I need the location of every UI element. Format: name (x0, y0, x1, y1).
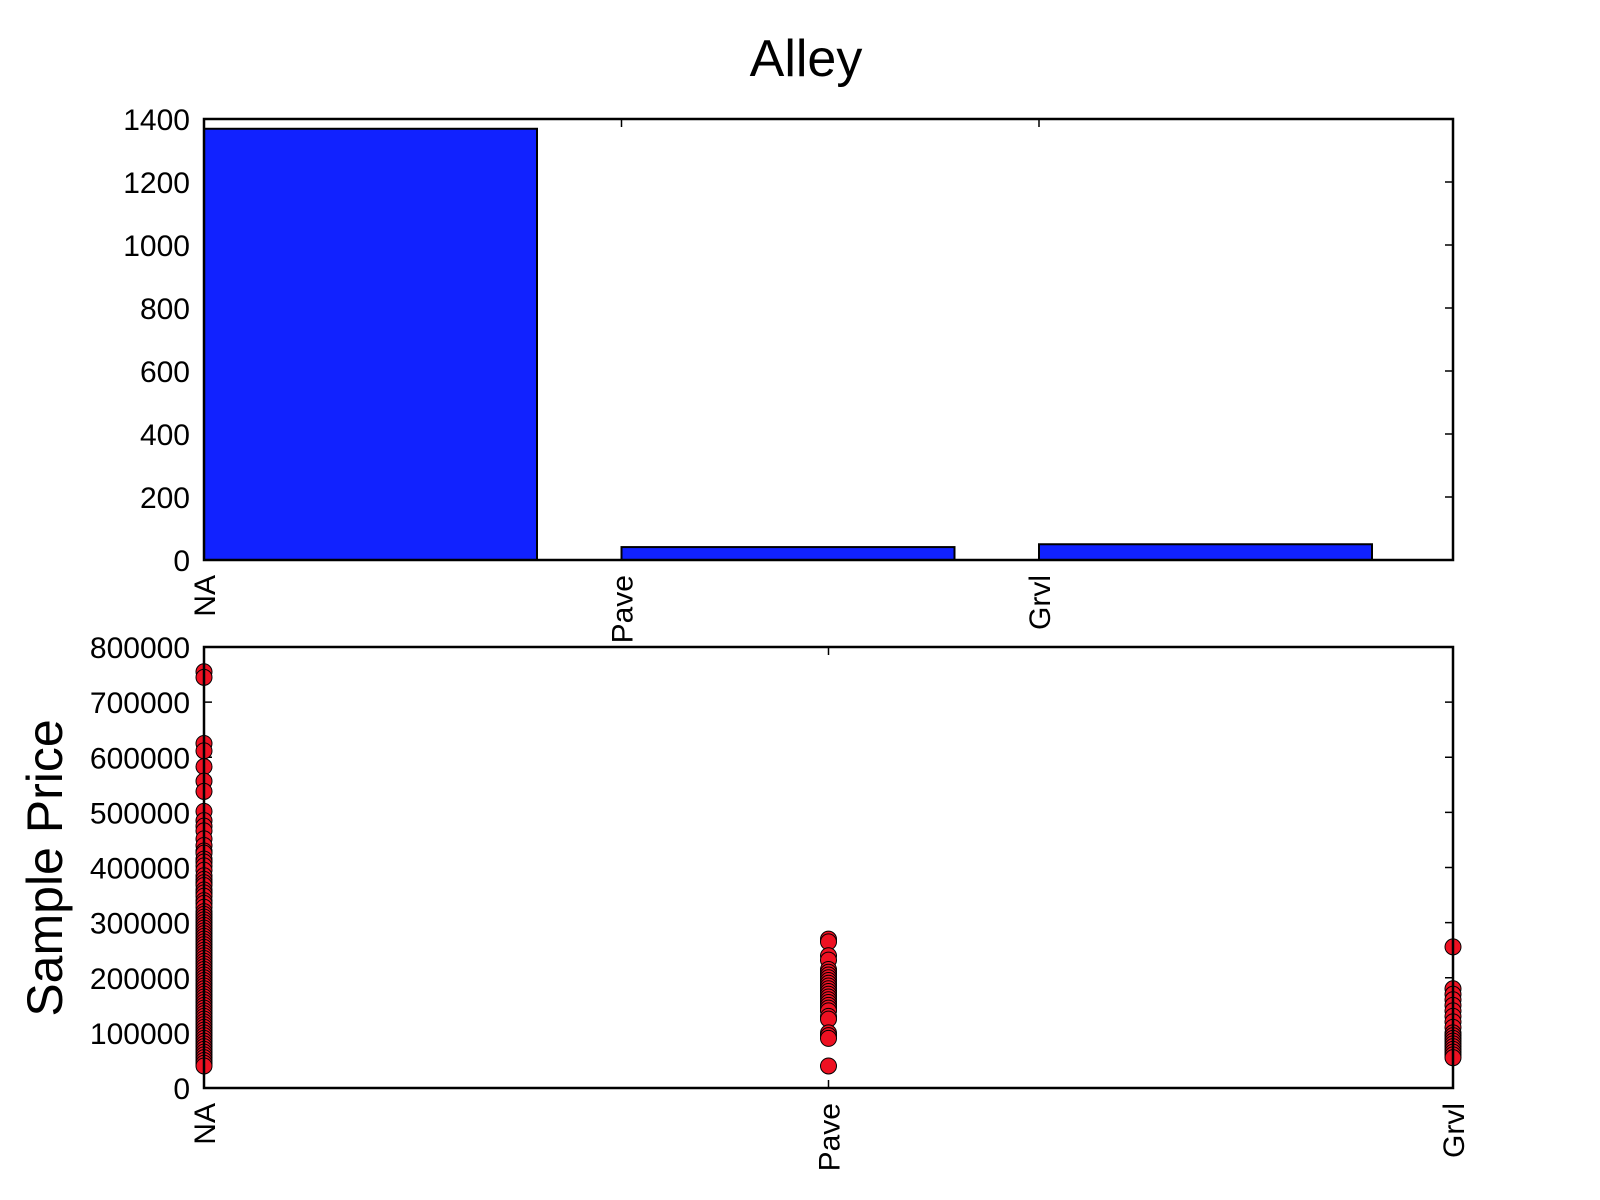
scatter-y-axis-label: Sample Price (17, 719, 73, 1016)
bar-y-axis: 0 200 400 600 800 1000 1200 1400 (123, 104, 1453, 578)
scatter-y-tick-label: 200000 (90, 963, 190, 996)
bar-y-tick-label: 400 (140, 419, 190, 452)
bar-x-tick-label: Pave (607, 575, 640, 643)
bar-y-tick-label: 0 (173, 545, 190, 578)
bar-grvl (1038, 543, 1373, 561)
bar-y-tick-label: 1400 (123, 104, 190, 137)
bar-plot-frame (202, 117, 1455, 562)
scatter-y-tick-label: 0 (173, 1073, 190, 1106)
scatter-y-tick-label: 400000 (90, 853, 190, 886)
scatter-y-tick-label: 700000 (90, 687, 190, 720)
scatter-point-pave (820, 1057, 837, 1075)
bar-na (203, 127, 538, 561)
scatter-point-pave (820, 1029, 837, 1047)
bar-x-tick-label: NA (189, 575, 222, 617)
scatter-plot-frame (202, 645, 1455, 1090)
bar-x-axis: NA Pave Grvl (189, 119, 1057, 643)
bar-chart-panel: 0 200 400 600 800 1000 1200 1400 NA Pave Grvl (123, 104, 1455, 643)
bar-series (203, 127, 1373, 562)
scatter-x-tick-label: NA (189, 1103, 222, 1145)
scatter-series (195, 663, 1462, 1075)
bar-y-tick-label: 200 (140, 482, 190, 515)
bar-pave (620, 546, 956, 562)
scatter-y-tick-label: 100000 (90, 1018, 190, 1051)
scatter-y-tick-label: 600000 (90, 742, 190, 775)
bar-x-tick-label: Grvl (1024, 575, 1057, 630)
scatter-y-tick-label: 800000 (90, 632, 190, 665)
scatter-y-tick-label: 300000 (90, 908, 190, 941)
scatter-y-axis: 0 100000 200000 300000 400000 500000 600000 700… (90, 632, 1453, 1106)
scatter-chart-panel: 0 100000 200000 300000 400000 500000 600000 700… (17, 632, 1471, 1171)
scatter-x-tick-label: Pave (814, 1103, 847, 1171)
bar-y-tick-label: 1200 (123, 167, 190, 200)
scatter-x-axis: NA Pave Grvl (189, 647, 1471, 1171)
bar-y-tick-label: 600 (140, 356, 190, 389)
scatter-x-tick-label: Grvl (1438, 1103, 1471, 1158)
chart-title: Alley (750, 30, 863, 88)
scatter-y-tick-label: 500000 (90, 797, 190, 830)
bar-y-tick-label: 800 (140, 293, 190, 326)
bar-y-tick-label: 1000 (123, 230, 190, 263)
